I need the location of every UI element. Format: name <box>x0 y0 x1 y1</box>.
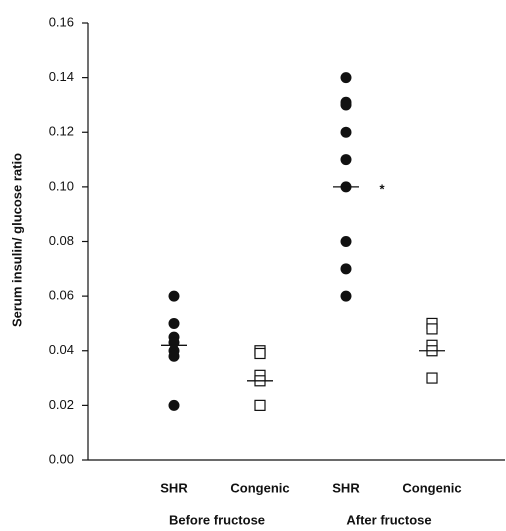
annotation: * <box>379 181 385 196</box>
point <box>340 126 352 138</box>
point <box>340 99 352 111</box>
point <box>426 372 438 384</box>
point <box>340 263 352 275</box>
point <box>426 323 438 335</box>
x-tick-label: SHR <box>332 480 360 495</box>
x-tick-label: SHR <box>160 480 188 495</box>
y-tick-label: 0.06 <box>49 288 74 303</box>
y-tick-label: 0.12 <box>49 124 74 139</box>
point <box>340 72 352 84</box>
point <box>254 399 266 411</box>
y-tick-label: 0.08 <box>49 233 74 248</box>
x-tick-label: Congenic <box>402 480 461 495</box>
point <box>340 290 352 302</box>
point <box>168 399 180 411</box>
group-label: Before fructose <box>169 512 265 527</box>
group-label: After fructose <box>346 512 431 527</box>
point <box>168 317 180 329</box>
x-tick-label: Congenic <box>230 480 289 495</box>
y-tick-label: 0.02 <box>49 397 74 412</box>
point <box>168 290 180 302</box>
y-tick-label: 0.04 <box>49 342 74 357</box>
y-tick-label: 0.00 <box>49 451 74 466</box>
point <box>254 347 266 360</box>
y-axis-label: Serum insulin/ glucose ratio <box>9 153 24 327</box>
y-tick-label: 0.14 <box>49 69 74 84</box>
y-tick-label: 0.10 <box>49 178 74 193</box>
point <box>340 154 352 166</box>
y-tick-label: 0.16 <box>49 14 74 29</box>
point <box>340 236 352 247</box>
point <box>168 350 180 362</box>
